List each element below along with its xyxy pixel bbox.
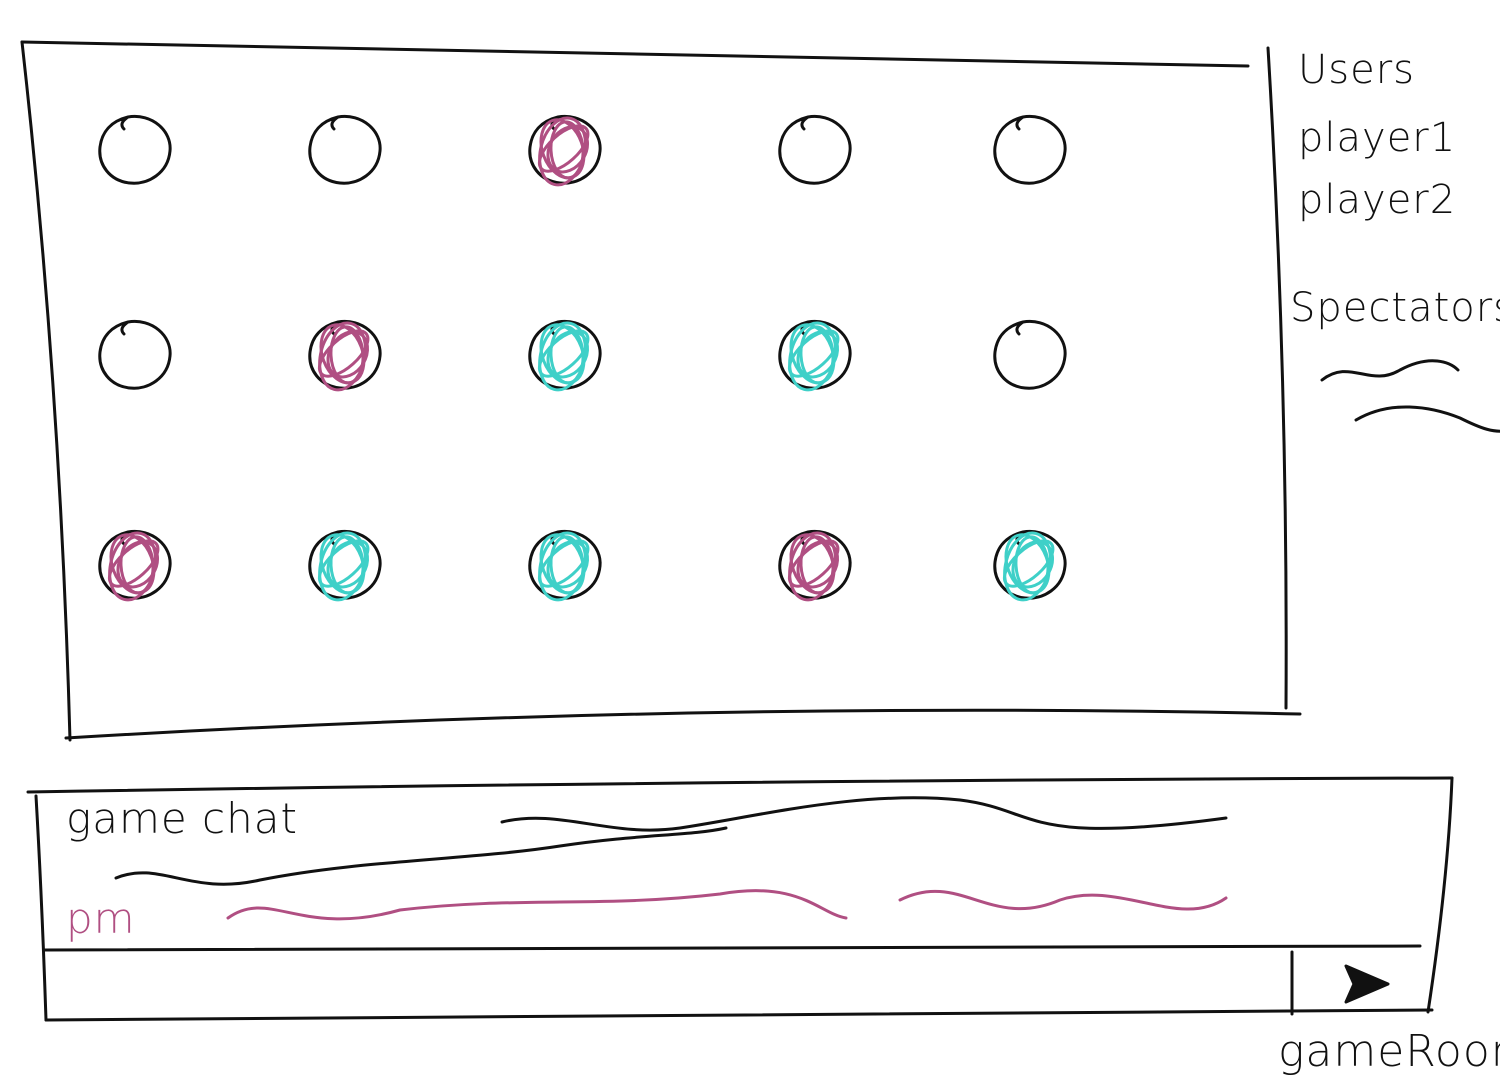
player2-disc-icon xyxy=(778,319,852,392)
empty-slot-icon xyxy=(98,114,172,185)
board-cell[interactable] xyxy=(770,520,860,610)
send-arrow-icon xyxy=(1344,964,1390,1004)
pm-label: pm xyxy=(66,894,136,943)
spectator-list-placeholder xyxy=(1320,359,1500,433)
player2-disc-icon xyxy=(993,529,1067,602)
player1-disc-icon xyxy=(308,319,382,392)
board-cell[interactable] xyxy=(520,310,610,400)
board-cell[interactable] xyxy=(985,310,1075,400)
empty-slot-icon xyxy=(308,114,382,185)
player1-disc-icon xyxy=(778,529,852,602)
board-cell[interactable] xyxy=(770,105,860,195)
board-cell[interactable] xyxy=(300,310,390,400)
chat-box: game chat pm xyxy=(26,780,1456,1025)
player2-disc-icon xyxy=(528,319,602,392)
spectators-heading: Spectators xyxy=(1290,285,1500,331)
board-cell[interactable] xyxy=(520,105,610,195)
users-heading: Users xyxy=(1298,47,1416,93)
player2-disc-icon xyxy=(528,529,602,602)
board-cell[interactable] xyxy=(300,105,390,195)
player-name-1[interactable]: player1 xyxy=(1298,115,1457,161)
board-cell[interactable] xyxy=(300,520,390,610)
chat-input[interactable] xyxy=(48,952,1288,1014)
board-cell[interactable] xyxy=(985,105,1075,195)
board-cell[interactable] xyxy=(520,520,610,610)
send-button[interactable] xyxy=(1294,952,1424,1014)
game-room-label: gameRoom xyxy=(1278,1026,1500,1077)
empty-slot-icon xyxy=(778,114,852,185)
empty-slot-icon xyxy=(993,319,1067,390)
player2-disc-icon xyxy=(308,529,382,602)
player1-disc-icon xyxy=(528,114,602,187)
board-cell[interactable] xyxy=(90,105,180,195)
users-panel: Users player1 player2 Spectators xyxy=(1290,40,1500,460)
board-cell[interactable] xyxy=(985,520,1075,610)
empty-slot-icon xyxy=(993,114,1067,185)
player1-disc-icon xyxy=(98,529,172,602)
board-cell[interactable] xyxy=(90,520,180,610)
chat-title: game chat xyxy=(66,794,298,843)
player-name-2[interactable]: player2 xyxy=(1298,177,1457,223)
board-cell[interactable] xyxy=(90,310,180,400)
board-cell[interactable] xyxy=(770,310,860,400)
empty-slot-icon xyxy=(98,319,172,390)
